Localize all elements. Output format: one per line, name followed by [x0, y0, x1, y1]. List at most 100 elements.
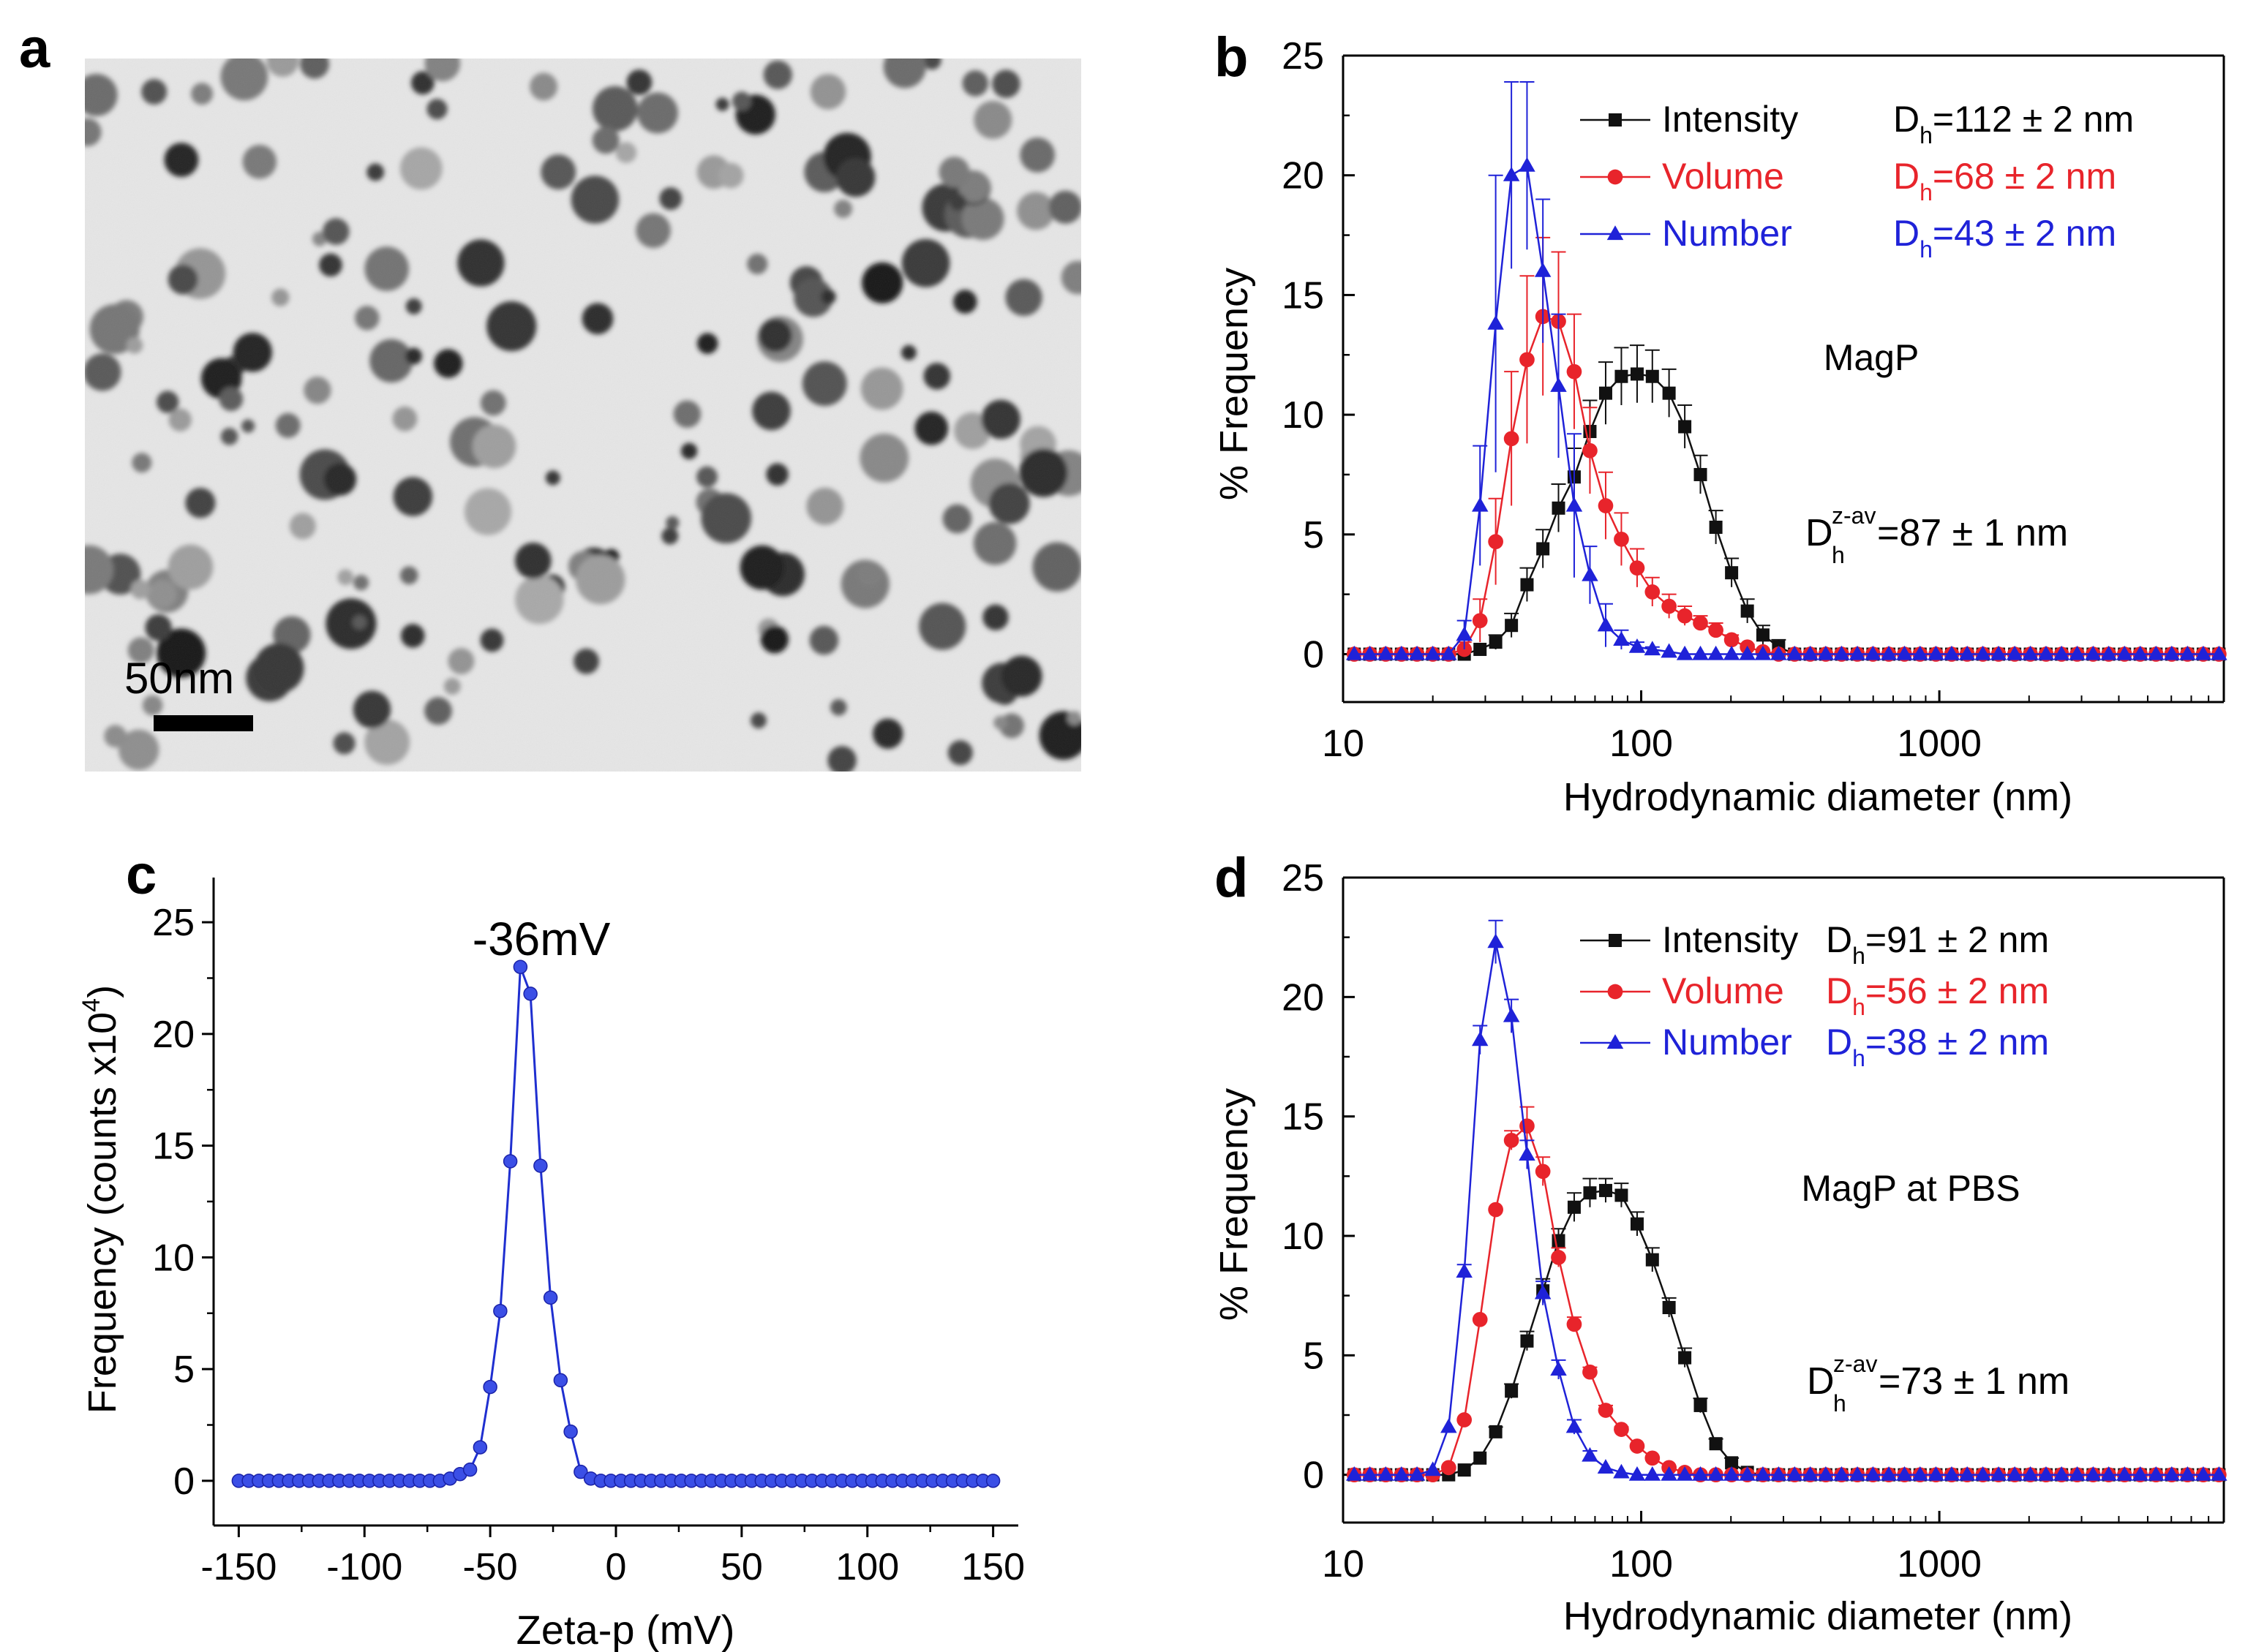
- data-point-triangle: [1943, 645, 1960, 660]
- y-tick-label: 0: [173, 1460, 195, 1503]
- data-point-triangle: [1644, 641, 1661, 656]
- data-point-triangle: [1361, 645, 1378, 660]
- data-point-square: [1645, 369, 1659, 383]
- data-point-triangle: [1550, 1361, 1567, 1376]
- panel-c-peak-label: -36mV: [473, 913, 611, 965]
- series-volume: [1346, 236, 2227, 662]
- series-line: [1354, 315, 2219, 655]
- data-point-triangle: [1958, 645, 1976, 660]
- legend-value: Dh=43 ± 2 nm: [1893, 213, 2116, 263]
- data-point-triangle: [1958, 1466, 1976, 1481]
- data-point-triangle: [1990, 645, 2007, 660]
- x-tick-label: 100: [1609, 723, 1673, 765]
- zeta-data-point: [513, 959, 528, 974]
- panel-b-axes: 0 5 10 15 20 25 10 100 1000: [1282, 35, 2225, 765]
- x-tick-label: -100: [326, 1546, 402, 1588]
- y-tick-label: 25: [1282, 857, 1324, 899]
- series-line: [1354, 373, 2219, 655]
- panel-b-legend: Intensity Dh=112 ± 2 nm Volume Dh=68 ± 2 nm…: [1580, 99, 2134, 263]
- data-point-triangle: [1911, 645, 1929, 660]
- data-point-triangle: [2006, 1466, 2023, 1481]
- data-point-triangle: [1503, 167, 1520, 181]
- data-point-square: [1693, 1398, 1707, 1412]
- panel-b-y-axis-label: % Frequency: [1212, 268, 1256, 500]
- legend-entry-volume: Volume Dh=68 ± 2 nm: [1580, 156, 2116, 205]
- series-number: [1346, 81, 2227, 660]
- data-point-triangle: [1408, 645, 1426, 660]
- data-point-triangle: [1565, 497, 1583, 512]
- data-point-triangle: [1565, 1418, 1583, 1433]
- data-point-circle: [1644, 584, 1661, 600]
- y-tick-label: 0: [1303, 1455, 1324, 1497]
- data-point-circle: [1598, 498, 1614, 513]
- panel-b-sample-label: MagP: [1824, 337, 1920, 378]
- panel-b-zav-sub: h: [1832, 542, 1845, 568]
- legend-entry-number: Number Dh=43 ± 2 nm: [1580, 213, 2116, 263]
- x-tick-label: 50: [721, 1546, 763, 1588]
- y-tick-label: 15: [1282, 1096, 1324, 1139]
- data-point-square: [1520, 1334, 1534, 1348]
- panel-d-zav-prefix: D: [1807, 1360, 1835, 1403]
- data-point-circle: [1456, 641, 1473, 657]
- data-point-square: [1609, 934, 1622, 947]
- x-tick-label: 1000: [1897, 1543, 1982, 1585]
- data-point-square: [1552, 501, 1565, 515]
- data-point-square: [1598, 1183, 1612, 1197]
- data-point-square: [1662, 386, 1676, 400]
- panel-d-y-axis-label: % Frequency: [1212, 1088, 1256, 1321]
- series-volume: [1346, 1106, 2227, 1483]
- data-point-square: [1614, 369, 1628, 383]
- data-point-triangle: [1519, 156, 1535, 172]
- data-point-square: [1520, 578, 1534, 592]
- data-point-circle: [1629, 1438, 1645, 1454]
- zeta-series-line: [238, 966, 993, 1482]
- data-point-triangle: [1346, 645, 1363, 660]
- y-tick-label: 15: [1282, 274, 1324, 317]
- data-point-triangle: [2116, 1466, 2133, 1481]
- data-point-square: [1567, 1200, 1581, 1214]
- data-point-triangle: [2100, 645, 2117, 660]
- panel-c-y-axis-label-sup: 4: [78, 998, 105, 1012]
- y-tick-label: 10: [152, 1237, 195, 1279]
- data-point-triangle: [1880, 1466, 1898, 1481]
- data-point-circle: [1607, 984, 1623, 1000]
- y-tick-label: 5: [1303, 1335, 1324, 1377]
- data-point-triangle: [1692, 645, 1709, 660]
- data-point-triangle: [1606, 225, 1624, 241]
- zeta-data-point: [523, 987, 538, 1001]
- y-tick-label: 25: [1282, 35, 1324, 78]
- x-tick-label: 1000: [1897, 723, 1982, 765]
- data-point-triangle: [1707, 1466, 1724, 1481]
- data-point-circle: [1677, 608, 1693, 624]
- legend-value: Dh=112 ± 2 nm: [1893, 99, 2134, 148]
- data-point-triangle: [1471, 497, 1489, 512]
- data-point-triangle: [1974, 645, 1991, 660]
- data-point-triangle: [2163, 1466, 2181, 1481]
- data-point-triangle: [2022, 1466, 2039, 1481]
- data-point-square: [1662, 1301, 1676, 1314]
- data-point-triangle: [1346, 1466, 1363, 1481]
- data-point-square: [1693, 467, 1707, 481]
- data-point-circle: [1708, 622, 1723, 638]
- data-point-triangle: [1613, 631, 1630, 646]
- zeta-data-point: [543, 1290, 558, 1305]
- data-point-triangle: [1896, 1466, 1913, 1481]
- panel-d-chart: d 0 5 10 15 20 25 10 100 1000 % Frequency Hydrod…: [1212, 847, 2227, 1638]
- panel-b-zav-prefix: D: [1805, 512, 1833, 554]
- data-point-square: [1473, 1451, 1487, 1465]
- data-point-triangle: [1487, 314, 1504, 330]
- data-point-square: [1725, 1456, 1739, 1470]
- series-intensity: [1347, 1177, 2226, 1482]
- panel-c-y-axis-label-prefix: Frequency (counts x10: [80, 1012, 124, 1414]
- panel-b-zav-annotation: D h z-av =87 ± 1 nm: [1805, 502, 2068, 568]
- data-point-triangle: [1692, 1466, 1709, 1481]
- data-point-circle: [1629, 560, 1645, 576]
- data-point-triangle: [1928, 1466, 1944, 1481]
- legend-value: Dh=91 ± 2 nm: [1826, 919, 2049, 969]
- x-tick-label: 150: [961, 1546, 1025, 1588]
- data-point-triangle: [2069, 645, 2086, 660]
- data-point-triangle: [1943, 1466, 1960, 1481]
- data-point-triangle: [1802, 1466, 1819, 1481]
- data-point-triangle: [2163, 645, 2181, 660]
